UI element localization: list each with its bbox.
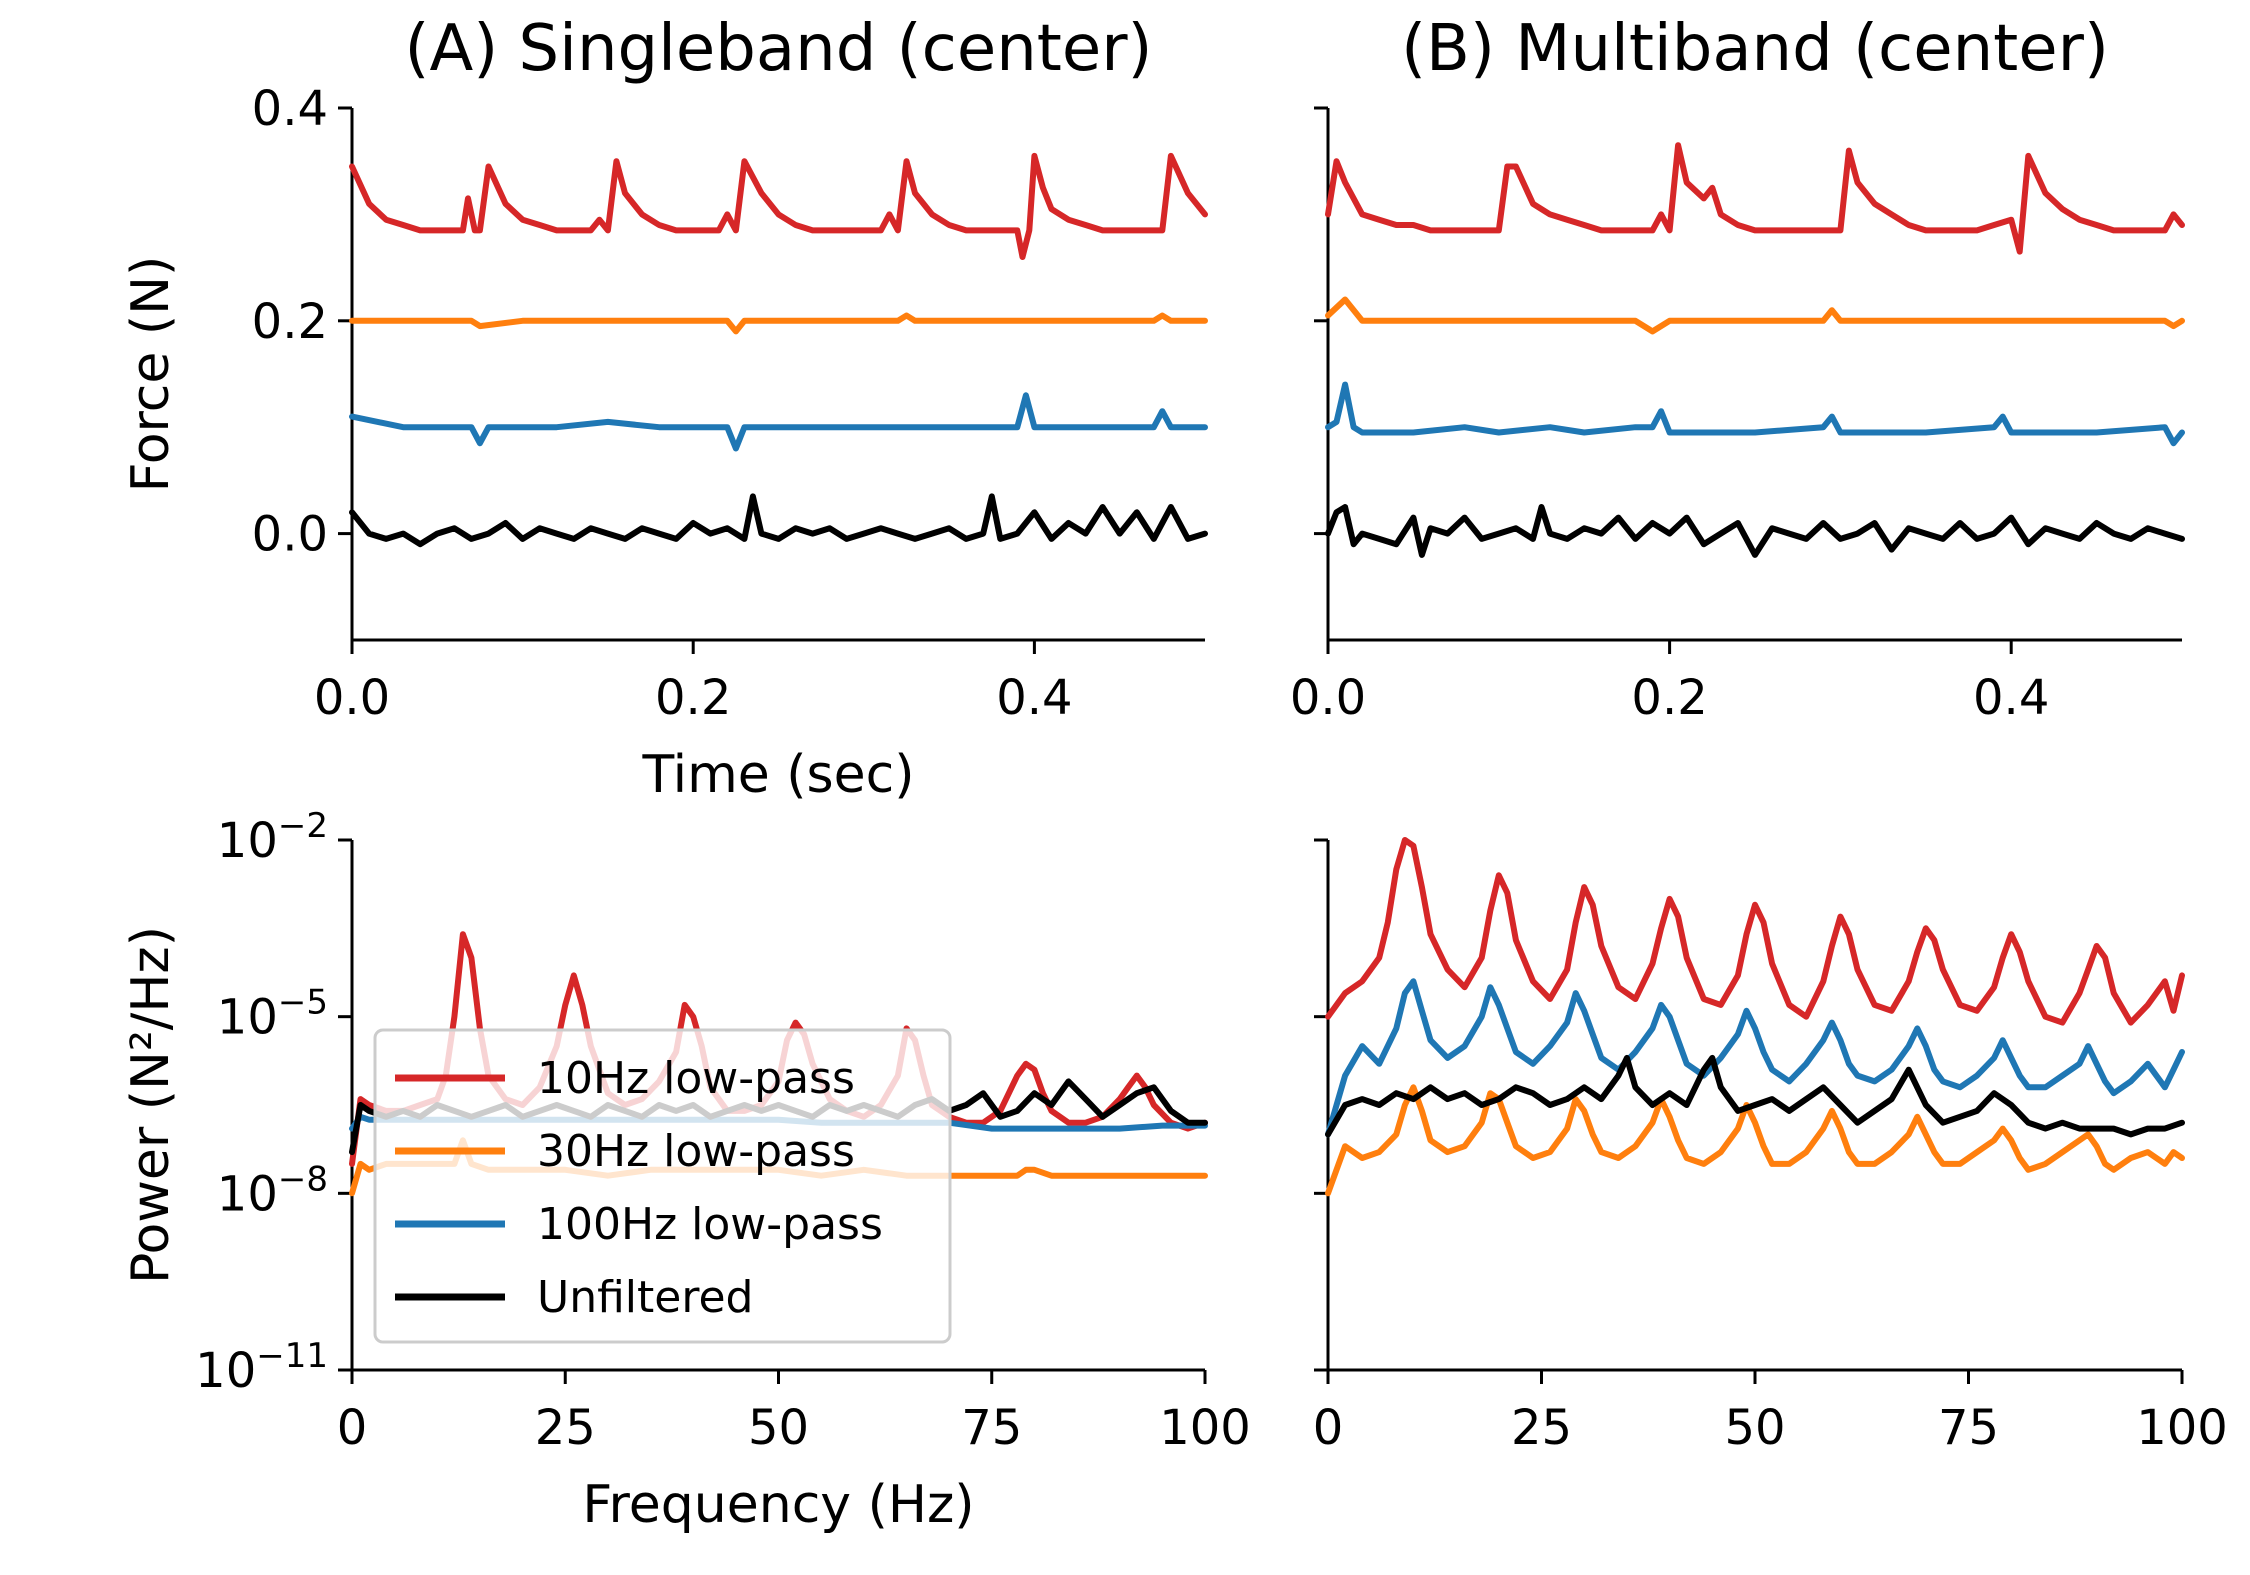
x-tick-label: 0 — [337, 1400, 368, 1456]
x-tick-label: 0.0 — [314, 670, 390, 726]
y-tick-base: 10 — [217, 1166, 278, 1222]
panel-b-power-spectrum: 0 25 50 75 100 — [1313, 837, 2228, 1456]
series-line-10hz-low-pass — [1325, 837, 2185, 1026]
x-tick-label: 25 — [1511, 1400, 1572, 1456]
series-line-30hz-low-pass — [1325, 1084, 2185, 1197]
series-line-100hz-low-pass — [349, 392, 1208, 452]
y-tick-exponent: −2 — [278, 806, 328, 846]
series-line-100hz-low-pass — [1325, 381, 2185, 447]
y-tick-label: 0.0 — [252, 507, 328, 563]
panel-b-time-force: 0.0 0.2 0.4 (B) Multiband (center) — [1290, 12, 2185, 726]
panel-a-time-force: 0.0 0.2 0.4 0.0 0.2 0.4 (A) Singleband (center… — [121, 12, 1208, 805]
y-tick-label: 10−8 — [217, 1159, 328, 1222]
x-axis-title: Time (sec) — [641, 745, 914, 805]
y-tick-label: 0.4 — [252, 81, 328, 137]
x-tick-label: 50 — [1724, 1400, 1785, 1456]
x-tick-label: 50 — [748, 1400, 809, 1456]
x-tick-label: 0.4 — [1973, 670, 2049, 726]
y-tick-base: 10 — [217, 813, 278, 869]
x-tick-label: 75 — [961, 1400, 1022, 1456]
y-tick-base: 10 — [217, 990, 278, 1046]
legend-label: 30Hz low-pass — [537, 1126, 855, 1177]
y-axis-title: Force (N) — [121, 256, 181, 493]
x-tick-label: 75 — [1938, 1400, 1999, 1456]
x-tick-label: 0.4 — [996, 670, 1072, 726]
legend-label: 10Hz low-pass — [537, 1053, 855, 1104]
x-tick-label: 0 — [1313, 1400, 1344, 1456]
y-tick-label: 10−2 — [217, 806, 328, 869]
panel-title: (B) Multiband (center) — [1401, 12, 2109, 86]
y-tick-base: 10 — [195, 1343, 256, 1399]
y-axis-title: Power (N²/Hz) — [121, 926, 181, 1284]
y-tick-label: 10−5 — [217, 983, 328, 1046]
series-line-30hz-low-pass — [1325, 296, 2185, 335]
y-tick-exponent: −11 — [256, 1336, 328, 1376]
x-tick-label: 100 — [2136, 1400, 2228, 1456]
x-tick-label: 0.2 — [1631, 670, 1707, 726]
x-tick-label: 25 — [535, 1400, 596, 1456]
legend-frame — [373, 1028, 952, 1344]
series-line-10hz-low-pass — [1325, 142, 2185, 255]
x-tick-label: 0.2 — [655, 670, 731, 726]
x-tick-label: 100 — [1159, 1400, 1251, 1456]
series-line-unfiltered — [1325, 504, 2185, 558]
x-axis-title: Frequency (Hz) — [582, 1475, 974, 1535]
y-tick-exponent: −5 — [278, 983, 328, 1023]
panel-title: (A) Singleband (center) — [404, 12, 1152, 86]
series-line-unfiltered — [349, 493, 1208, 548]
y-tick-exponent: −8 — [278, 1159, 328, 1199]
legend: 10Hz low-pass 30Hz low-pass 100Hz low-pass… — [373, 1028, 952, 1344]
series-line-100hz-low-pass — [1325, 978, 2185, 1138]
series-line-unfiltered — [1325, 1054, 2185, 1138]
series-line-10hz-low-pass — [349, 152, 1208, 260]
legend-label: 100Hz low-pass — [537, 1199, 883, 1250]
legend-label: Unfiltered — [537, 1272, 753, 1323]
x-tick-label: 0.0 — [1290, 670, 1366, 726]
y-tick-label: 10−11 — [195, 1336, 328, 1399]
series-line-30hz-low-pass — [349, 312, 1208, 335]
y-tick-label: 0.2 — [252, 294, 328, 350]
